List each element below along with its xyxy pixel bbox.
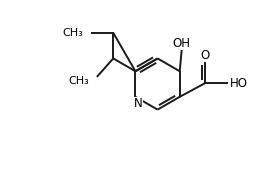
Text: HO: HO — [230, 77, 248, 90]
Text: O: O — [201, 49, 210, 62]
Text: CH₃: CH₃ — [68, 76, 89, 86]
Text: OH: OH — [173, 37, 191, 50]
Text: N: N — [134, 97, 143, 110]
Text: CH₃: CH₃ — [62, 28, 83, 38]
